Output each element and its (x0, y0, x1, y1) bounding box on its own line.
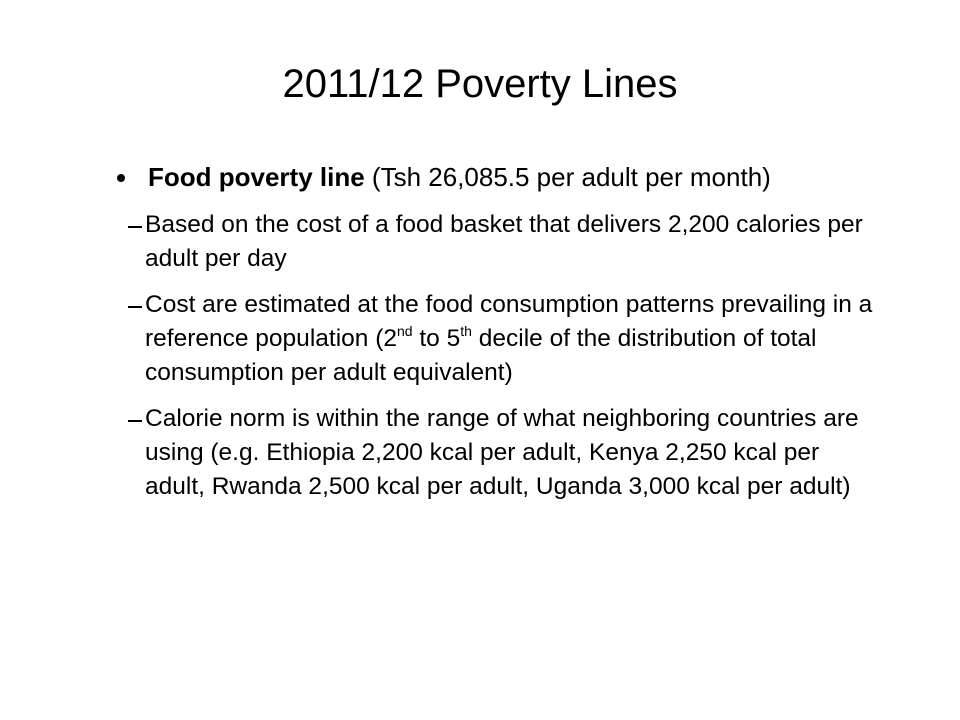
bullet-text: (Tsh 26,085.5 per adult per month) (364, 162, 771, 192)
bullet-bold-text: Food poverty line (148, 162, 365, 192)
superscript: th (460, 323, 472, 339)
sub-bullet-text: Calorie norm is within the range of what… (145, 405, 859, 500)
dash-marker (128, 306, 142, 308)
slide-title: 2011/12 Poverty Lines (282, 62, 678, 106)
bullet-marker (117, 174, 125, 182)
sub-bullet-text: Cost are estimated at the food consumpti… (145, 291, 873, 352)
sub-bullet-text: to 5 (412, 325, 461, 352)
sub-bullet-text: decile of the distribution of total cons… (145, 325, 817, 386)
dash-marker (128, 420, 142, 422)
dash-marker (128, 226, 142, 228)
sub-bullet-item: Cost are estimated at the food consumpti… (0, 288, 885, 390)
bullet-item: Food poverty line (Tsh 26,085.5 per adul… (0, 158, 888, 196)
bullet-list: Food poverty line (Tsh 26,085.5 per adul… (0, 158, 960, 504)
sub-bullet-item: Based on the cost of a food basket that … (0, 208, 885, 276)
sub-bullet-item: Calorie norm is within the range of what… (0, 402, 885, 504)
superscript: nd (396, 323, 413, 339)
sub-bullet-text: Based on the cost of a food basket that … (145, 211, 863, 272)
